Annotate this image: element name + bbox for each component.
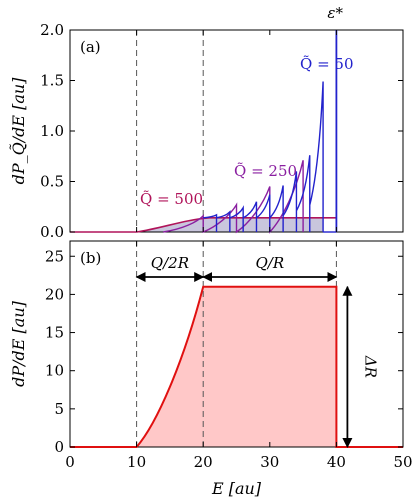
series-line-q250	[163, 160, 304, 234]
x-tick-label-b: 30	[260, 453, 279, 471]
series-line-q500	[70, 217, 337, 233]
x-tick-label-b: 10	[127, 453, 146, 471]
panel-a: 0.0 0.5 1.0 1.5 2.0 (a) ε* Q̃ = 500 Q̃ = 250 Q̃ =…	[9, 4, 404, 241]
x-tick-label-b: 20	[194, 453, 213, 471]
y-tick-label-b: 20	[45, 285, 64, 303]
y-tick-label-b: 10	[45, 362, 64, 380]
y-tick-label-b: 0	[54, 438, 64, 456]
y-tick-label-a: 0.5	[40, 173, 64, 191]
annotation-q250: Q̃ = 250	[234, 162, 297, 180]
y-tick-label-a: 2.0	[40, 21, 64, 39]
panel-b: Q/2R Q/R ΔR 0 5 10 15 20 25 0 10 20 30 40 50 (b) dP/dE […	[9, 240, 413, 498]
y-tick-label-b: 25	[45, 247, 64, 265]
x-tick-label-b: 40	[327, 453, 346, 471]
series-line-dpde	[70, 285, 403, 448]
y-tick-label-a: 0.0	[40, 223, 64, 241]
annotation-q-2r: Q/2R	[151, 254, 189, 272]
epsilon-star-label: ε*	[327, 4, 343, 22]
annotation-delta-r: ΔR	[361, 355, 379, 378]
y-tick-label-a: 1.5	[40, 72, 64, 90]
x-axis-label-b: E [au]	[211, 479, 262, 498]
series-line-q50	[203, 81, 324, 232]
y-axis-label-b: dP/dE [au]	[9, 300, 28, 386]
panel-label-a: (a)	[80, 38, 101, 56]
annotation-q500: Q̃ = 500	[140, 190, 203, 208]
y-tick-label-a: 1.0	[40, 122, 64, 140]
annotation-q50: Q̃ = 50	[300, 55, 354, 73]
area-fill	[136, 286, 337, 447]
x-tick-label-b: 0	[65, 453, 75, 471]
x-tick-label-b: 50	[393, 453, 412, 471]
y-tick-label-b: 5	[54, 400, 64, 418]
annotation-q-r: Q/R	[255, 254, 284, 272]
y-axis-label-a: dP_Q̃/dE [au]	[9, 77, 28, 185]
panel-label-b: (b)	[80, 249, 101, 267]
y-tick-label-b: 15	[45, 324, 64, 342]
plot-frame-b	[69, 240, 404, 448]
